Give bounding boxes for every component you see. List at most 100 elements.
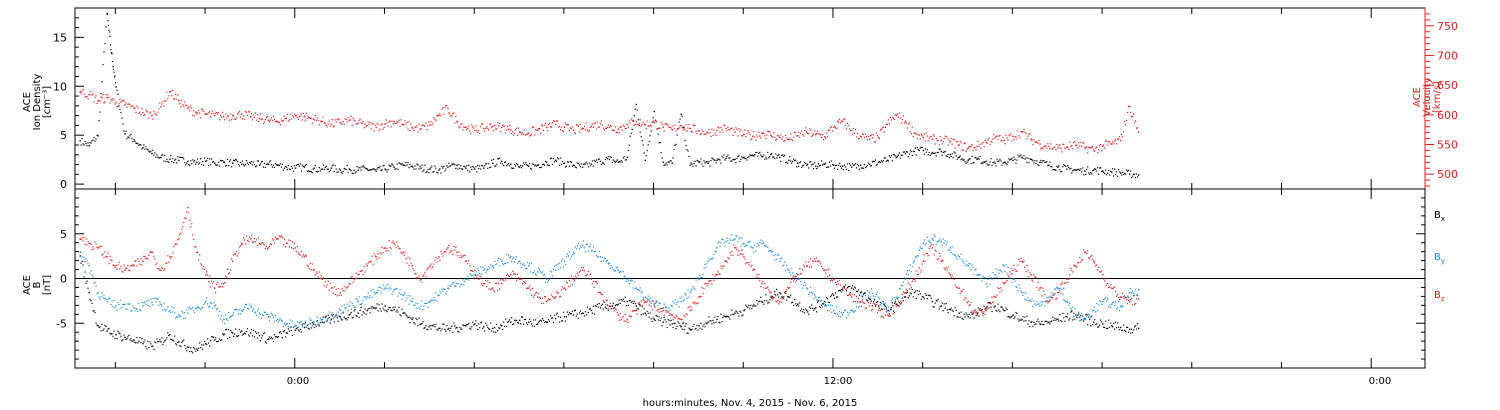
- velocity-point: [162, 101, 164, 103]
- bx-point: [355, 315, 357, 317]
- velocity-point: [765, 137, 767, 139]
- velocity-point: [520, 131, 522, 134]
- velocity-point: [477, 131, 479, 134]
- bz-point: [214, 287, 216, 289]
- by-point: [815, 296, 817, 298]
- density-point: [1050, 165, 1052, 168]
- velocity-point: [206, 112, 208, 115]
- bz-point: [251, 241, 254, 243]
- bz-point: [154, 258, 156, 260]
- by-point: [986, 285, 988, 288]
- bx-point: [97, 325, 99, 327]
- by-point: [698, 278, 700, 280]
- velocity-point: [461, 123, 463, 125]
- velocity-point: [669, 126, 671, 129]
- by-point: [1114, 304, 1116, 307]
- bx-point: [802, 311, 804, 313]
- bz-point: [133, 265, 135, 267]
- bz-point: [267, 247, 270, 249]
- by-point: [289, 319, 291, 321]
- bx-point: [1129, 332, 1132, 334]
- bz-point: [519, 278, 521, 280]
- density-point: [1027, 157, 1029, 159]
- density-point: [433, 171, 435, 173]
- velocity-point: [1128, 105, 1131, 108]
- bx-point: [247, 334, 250, 336]
- bz-point: [226, 268, 229, 270]
- velocity-point: [680, 124, 682, 127]
- density-point: [908, 153, 910, 155]
- bx-point: [785, 290, 787, 293]
- velocity-point: [771, 135, 773, 137]
- by-point: [1019, 287, 1021, 289]
- velocity-point: [185, 104, 187, 106]
- density-point: [924, 148, 926, 150]
- density-point: [1097, 167, 1099, 169]
- velocity-point: [302, 112, 304, 115]
- bz-point: [475, 274, 477, 276]
- bx-point: [518, 322, 520, 324]
- bz-point: [622, 315, 624, 317]
- bx-point: [590, 309, 593, 312]
- bz-point: [80, 238, 82, 241]
- by-point: [290, 326, 292, 328]
- density-point: [371, 169, 373, 171]
- density-point: [502, 163, 504, 165]
- bx-point: [205, 342, 207, 345]
- velocity-point: [639, 119, 641, 121]
- density-point: [369, 169, 371, 171]
- by-point: [709, 259, 711, 261]
- bx-point: [797, 303, 799, 305]
- bottom-ytick-label: 5: [60, 228, 67, 241]
- bx-point: [655, 314, 657, 317]
- density-point: [101, 81, 103, 83]
- by-point: [254, 311, 257, 313]
- by-point: [105, 298, 107, 300]
- bx-point: [597, 306, 599, 308]
- bx-point: [124, 336, 126, 339]
- top-right-ytick-label: 650: [1437, 79, 1458, 92]
- density-point: [133, 139, 135, 141]
- by-point: [1131, 290, 1134, 292]
- bz-point: [195, 245, 197, 248]
- velocity-point: [748, 131, 750, 133]
- density-point: [637, 118, 639, 121]
- bx-point: [613, 307, 615, 309]
- density-point: [871, 161, 874, 163]
- by-point: [629, 280, 631, 282]
- velocity-point: [325, 124, 327, 127]
- bz-point: [250, 234, 253, 236]
- by-point: [835, 306, 838, 308]
- bx-point: [935, 299, 937, 301]
- bx-point: [739, 310, 741, 312]
- by-point: [347, 310, 349, 312]
- by-point: [838, 311, 841, 313]
- density-point: [156, 154, 158, 156]
- density-point: [203, 164, 205, 166]
- bx-point: [188, 346, 190, 349]
- by-point: [666, 307, 668, 309]
- bx-point: [672, 326, 674, 329]
- bx-point: [165, 339, 167, 341]
- density-point: [332, 164, 334, 166]
- bz-point: [131, 265, 133, 267]
- bx-point: [828, 301, 831, 304]
- velocity-point: [915, 133, 917, 135]
- velocity-point: [448, 112, 450, 114]
- velocity-point: [893, 118, 895, 120]
- density-point: [198, 163, 200, 165]
- velocity-point: [991, 141, 993, 144]
- bx-point: [193, 346, 195, 349]
- density-point: [497, 158, 499, 160]
- by-point: [767, 246, 769, 249]
- density-point: [747, 156, 749, 159]
- velocity-point: [557, 126, 560, 128]
- bz-point: [287, 239, 289, 241]
- velocity-point: [850, 129, 853, 132]
- velocity-point: [796, 135, 798, 137]
- density-point: [111, 60, 114, 63]
- by-point: [413, 304, 415, 306]
- by-point: [463, 284, 465, 286]
- density-point: [1107, 172, 1109, 174]
- bx-point: [116, 338, 118, 340]
